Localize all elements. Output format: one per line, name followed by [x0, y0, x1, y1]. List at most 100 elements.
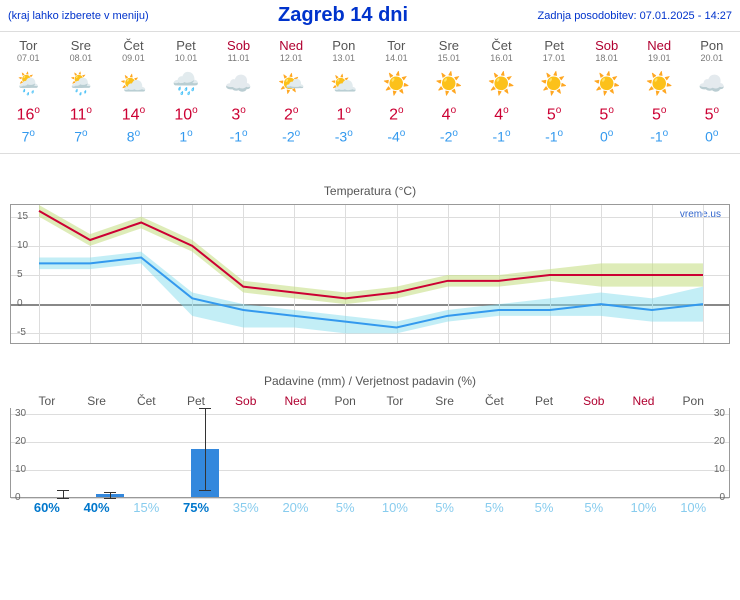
- precip-prob-value: 5%: [420, 500, 470, 515]
- precip-prob-value: 5%: [519, 500, 569, 515]
- day-column[interactable]: Tor 07.01 🌦️ 16o 7o: [2, 36, 55, 149]
- temp-low: -4o: [370, 128, 423, 145]
- precip-prob-value: 60%: [22, 500, 72, 515]
- temp-low: 1o: [160, 128, 213, 145]
- temp-low: -1o: [528, 128, 581, 145]
- day-name: Pon: [317, 38, 370, 53]
- day-column[interactable]: Sre 08.01 🌦️ 11o 7o: [55, 36, 108, 149]
- precip-prob-value: 10%: [668, 500, 718, 515]
- precip-chart-section: Padavine (mm) / Verjetnost padavin (%) T…: [0, 374, 740, 515]
- precip-prob-value: 10%: [370, 500, 420, 515]
- day-column[interactable]: Pon 13.01 ⛅ 1o -3o: [317, 36, 370, 149]
- last-update: Zadnja posodobitev: 07.01.2025 - 14:27: [538, 10, 732, 22]
- precip-chart: 00101020203030: [10, 408, 730, 498]
- precip-prob-value: 40%: [72, 500, 122, 515]
- weather-icon: 🌦️: [55, 69, 108, 99]
- temp-low: 7o: [55, 128, 108, 145]
- precip-prob-value: 10%: [619, 500, 669, 515]
- day-date: 18.01: [580, 53, 633, 63]
- day-name: Pon: [686, 38, 739, 53]
- temp-low: -2o: [423, 128, 476, 145]
- temp-low: 8o: [107, 128, 160, 145]
- day-date: 09.01: [107, 53, 160, 63]
- precip-day-label: Tor: [370, 394, 420, 408]
- temp-low: -1o: [212, 128, 265, 145]
- day-name: Ned: [265, 38, 318, 53]
- day-date: 11.01: [212, 53, 265, 63]
- temp-high: 14o: [107, 105, 160, 124]
- temp-high: 5o: [686, 105, 739, 124]
- precip-day-labels: TorSreČetPetSobNedPonTorSreČetPetSobNedP…: [10, 394, 730, 408]
- precip-day-label: Pon: [320, 394, 370, 408]
- precip-day-label: Sre: [420, 394, 470, 408]
- day-date: 20.01: [686, 53, 739, 63]
- precip-prob-value: 5%: [320, 500, 370, 515]
- weather-icon: 🌤️: [265, 69, 318, 99]
- day-name: Sob: [580, 38, 633, 53]
- temp-high: 16o: [2, 105, 55, 124]
- temp-high: 2o: [370, 105, 423, 124]
- day-column[interactable]: Čet 16.01 ☀️ 4o -1o: [475, 36, 528, 149]
- temp-high: 5o: [528, 105, 581, 124]
- header: (kraj lahko izberete v meniju) Zagreb 14…: [0, 0, 740, 31]
- day-name: Tor: [370, 38, 423, 53]
- day-name: Pet: [528, 38, 581, 53]
- precip-day-label: Čet: [469, 394, 519, 408]
- temp-low: -1o: [475, 128, 528, 145]
- day-name: Sre: [55, 38, 108, 53]
- temp-chart-section: Temperatura (°C) vreme.us -5051015: [0, 184, 740, 344]
- location-hint: (kraj lahko izberete v meniju): [8, 10, 149, 22]
- day-column[interactable]: Pet 17.01 ☀️ 5o -1o: [528, 36, 581, 149]
- temp-high: 2o: [265, 105, 318, 124]
- temp-high: 5o: [580, 105, 633, 124]
- day-column[interactable]: Pon 20.01 ☁️ 5o 0o: [686, 36, 739, 149]
- precip-day-label: Ned: [619, 394, 669, 408]
- weather-icon: ☀️: [475, 69, 528, 99]
- precip-chart-title: Padavine (mm) / Verjetnost padavin (%): [10, 374, 730, 388]
- day-column[interactable]: Sob 11.01 ☁️ 3o -1o: [212, 36, 265, 149]
- precip-prob-value: 75%: [171, 500, 221, 515]
- day-column[interactable]: Čet 09.01 ⛅ 14o 8o: [107, 36, 160, 149]
- day-name: Ned: [633, 38, 686, 53]
- temp-chart-title: Temperatura (°C): [10, 184, 730, 198]
- weather-icon: ☀️: [528, 69, 581, 99]
- temp-high: 4o: [423, 105, 476, 124]
- precip-day-label: Pet: [171, 394, 221, 408]
- precip-prob-value: 35%: [221, 500, 271, 515]
- day-date: 17.01: [528, 53, 581, 63]
- day-column[interactable]: Ned 12.01 🌤️ 2o -2o: [265, 36, 318, 149]
- day-date: 14.01: [370, 53, 423, 63]
- day-name: Tor: [2, 38, 55, 53]
- day-name: Pet: [160, 38, 213, 53]
- day-date: 07.01: [2, 53, 55, 63]
- precip-day-label: Tor: [22, 394, 72, 408]
- precip-day-label: Pet: [519, 394, 569, 408]
- weather-icon: ⛅: [107, 69, 160, 99]
- precip-day-label: Sre: [72, 394, 122, 408]
- weather-icon: ☀️: [370, 69, 423, 99]
- weather-icon: 🌦️: [2, 69, 55, 99]
- precip-prob-value: 5%: [469, 500, 519, 515]
- day-column[interactable]: Tor 14.01 ☀️ 2o -4o: [370, 36, 423, 149]
- day-name: Čet: [107, 38, 160, 53]
- weather-icon: ☀️: [580, 69, 633, 99]
- forecast-table: Tor 07.01 🌦️ 16o 7o Sre 08.01 🌦️ 11o 7o …: [0, 31, 740, 154]
- weather-icon: 🌧️: [160, 69, 213, 99]
- day-date: 13.01: [317, 53, 370, 63]
- day-date: 15.01: [423, 53, 476, 63]
- day-name: Sre: [423, 38, 476, 53]
- precip-prob-value: 15%: [121, 500, 171, 515]
- temp-low: -3o: [317, 128, 370, 145]
- day-date: 16.01: [475, 53, 528, 63]
- weather-icon: ☀️: [423, 69, 476, 99]
- temp-chart: vreme.us -5051015: [10, 204, 730, 344]
- precip-day-label: Ned: [271, 394, 321, 408]
- precip-day-label: Sob: [569, 394, 619, 408]
- temp-low: 0o: [686, 128, 739, 145]
- precip-day-label: Sob: [221, 394, 271, 408]
- day-column[interactable]: Ned 19.01 ☀️ 5o -1o: [633, 36, 686, 149]
- day-column[interactable]: Sob 18.01 ☀️ 5o 0o: [580, 36, 633, 149]
- precip-day-label: Pon: [668, 394, 718, 408]
- day-column[interactable]: Sre 15.01 ☀️ 4o -2o: [423, 36, 476, 149]
- day-column[interactable]: Pet 10.01 🌧️ 10o 1o: [160, 36, 213, 149]
